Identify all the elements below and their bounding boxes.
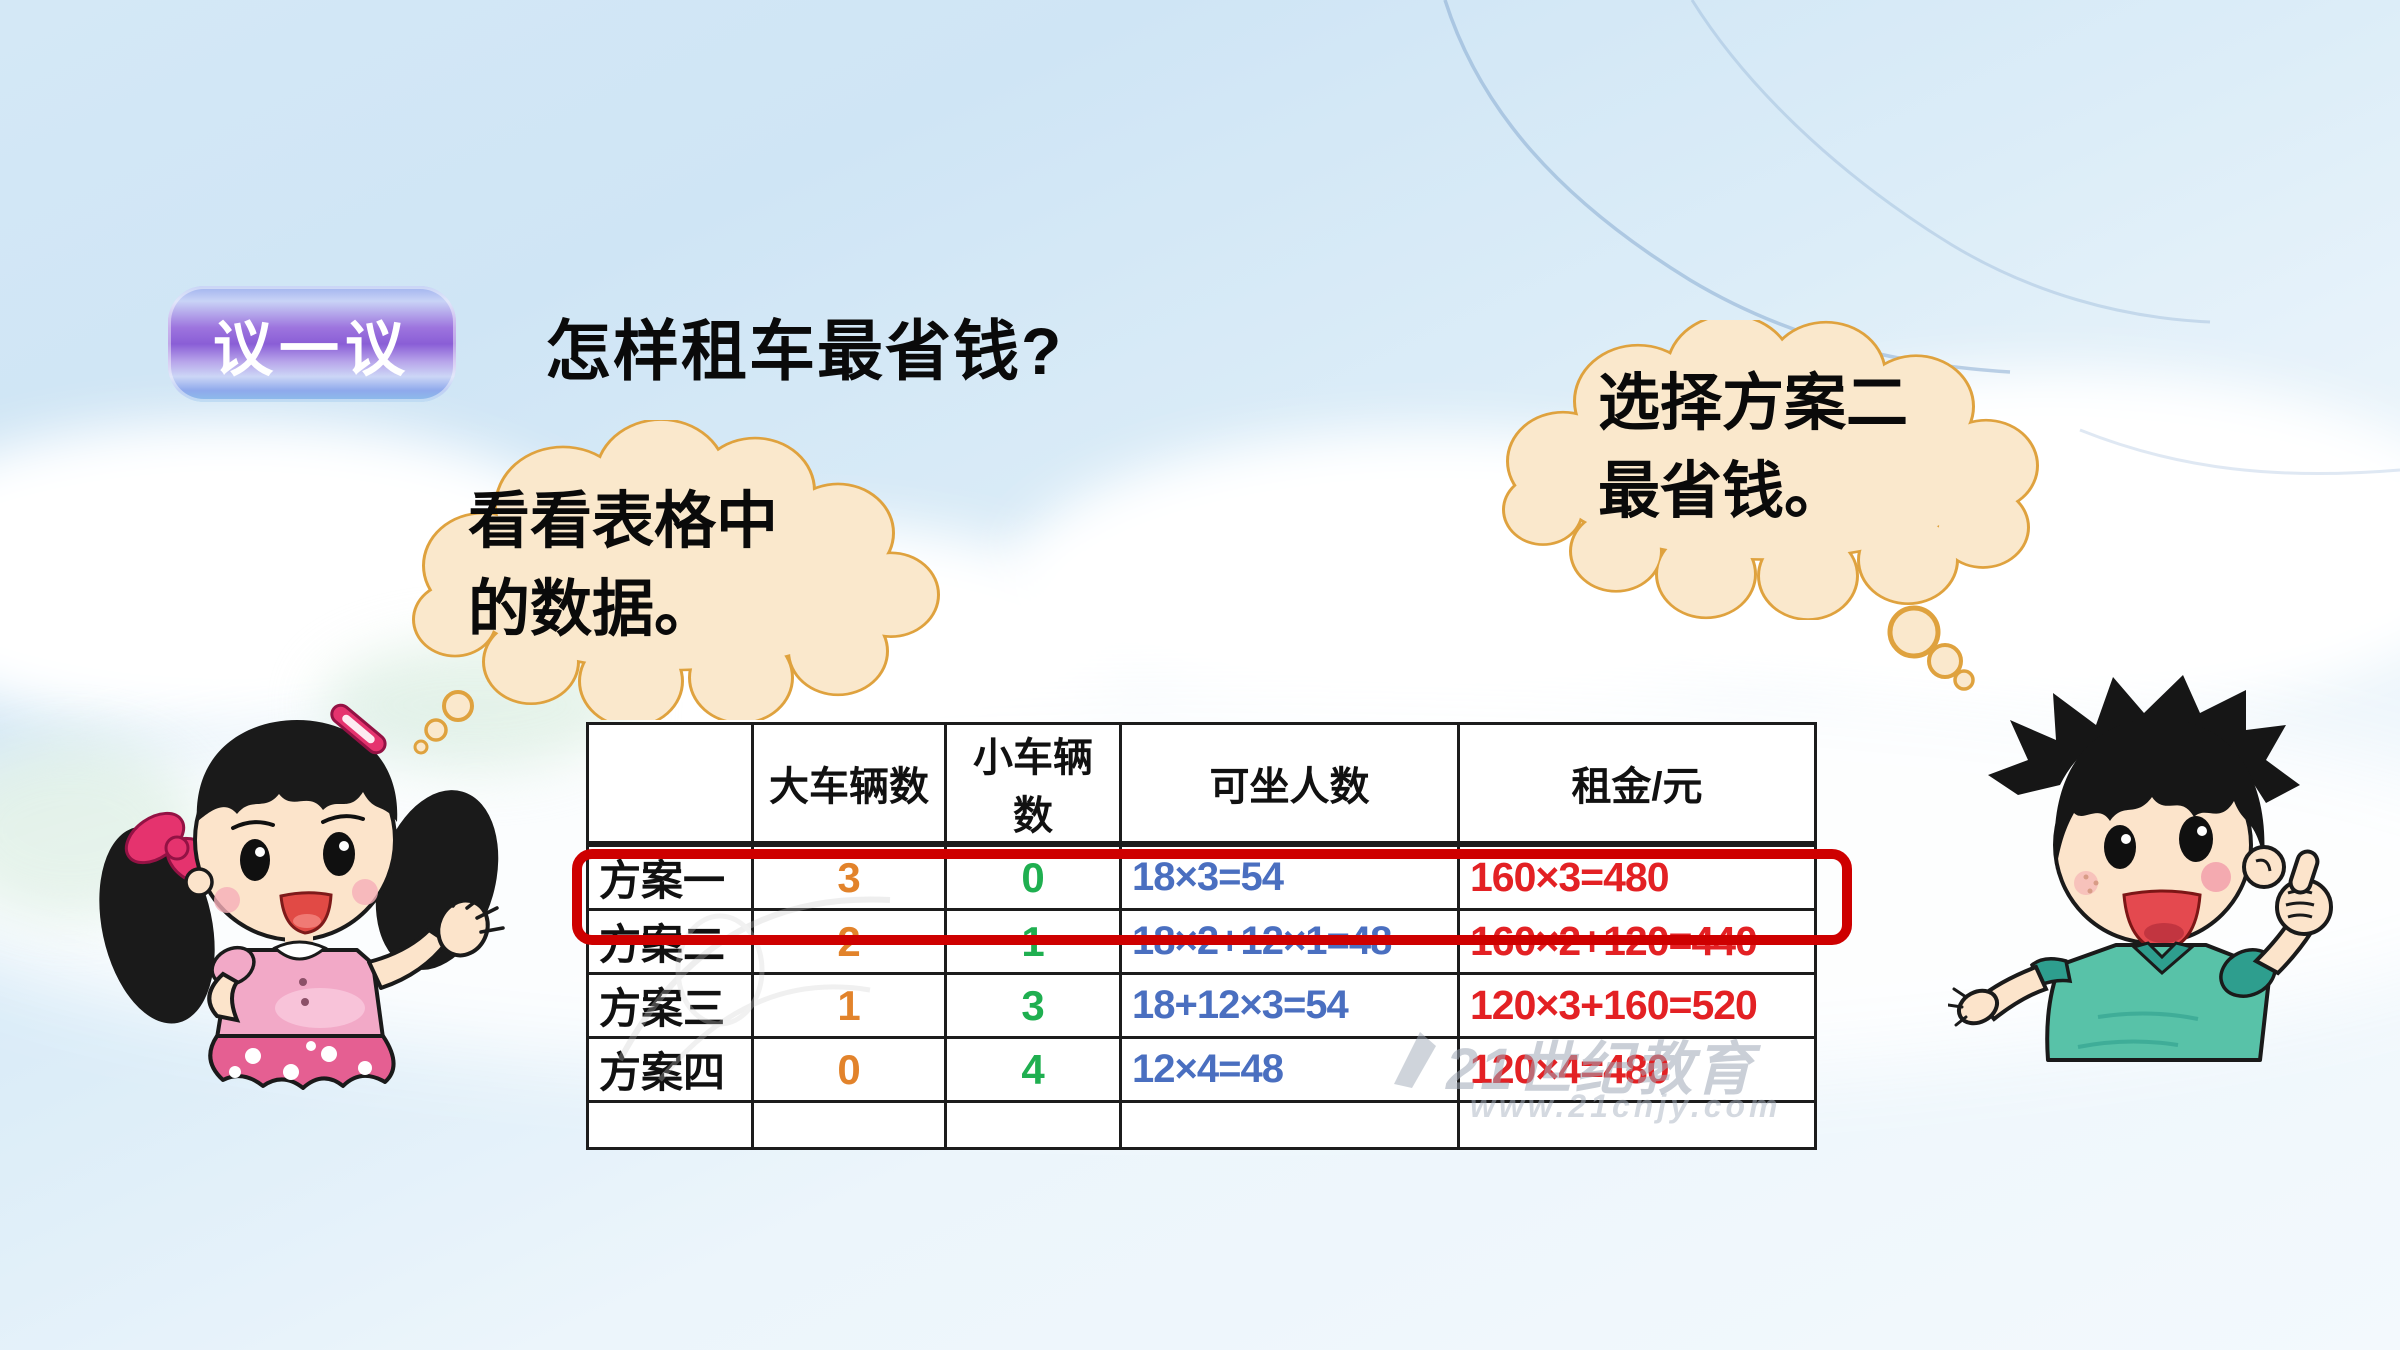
rent-formula: 120×4=480 xyxy=(1457,1036,1817,1103)
small-bus-count: 4 xyxy=(944,1036,1122,1103)
plan-label: 方案三 xyxy=(586,972,754,1039)
table-row-plan1: 方案一 3 0 18×3=54 160×3=480 xyxy=(586,842,1817,911)
seats-formula: 18+12×3=54 xyxy=(1119,972,1460,1039)
small-bus-count: 1 xyxy=(944,908,1122,975)
big-bus-count: 0 xyxy=(751,1036,947,1103)
seats-formula: 18×3=54 xyxy=(1119,842,1460,911)
left-bubble-tail-icon xyxy=(413,690,474,755)
seats-formula: 18×2+12×1=48 xyxy=(1119,908,1460,975)
big-bus-count: 1 xyxy=(751,972,947,1039)
table-row-plan2: 方案二 2 1 18×2+12×1=48 160×2+120=440 xyxy=(586,908,1817,975)
empty-cell xyxy=(944,1100,1122,1150)
left-bubble-text: 看看表格中 的数据。 xyxy=(468,478,778,654)
table-row-plan3: 方案三 1 3 18+12×3=54 120×3+160=520 xyxy=(586,972,1817,1039)
big-bus-count: 3 xyxy=(751,842,947,911)
discuss-badge-label: 议一议 xyxy=(213,315,411,383)
right-bubble-text: 选择方案二 最省钱。 xyxy=(1598,360,1908,536)
girl-character-illustration xyxy=(99,703,505,1090)
table-row-plan4: 方案四 0 4 12×4=48 120×4=480 xyxy=(586,1036,1817,1103)
table-header-row: 大车辆数 小车辆数 可坐人数 租金/元 xyxy=(586,722,1817,847)
empty-cell xyxy=(751,1100,947,1150)
left-bubble-line1: 看看表格中 xyxy=(468,487,779,556)
right-bubble-line2: 最省钱。 xyxy=(1598,457,1847,527)
table-empty-row xyxy=(586,1100,1817,1150)
discuss-badge: 议一议 xyxy=(168,286,456,402)
column-header-big-buses: 大车辆数 xyxy=(751,722,947,847)
empty-cell xyxy=(586,1100,754,1150)
right-bubble-line1: 选择方案二 xyxy=(1598,369,1909,438)
plan-label: 方案一 xyxy=(586,842,754,911)
left-bubble-line2: 的数据。 xyxy=(468,575,717,645)
plan-label: 方案四 xyxy=(586,1036,754,1103)
column-header-small-buses: 小车辆数 xyxy=(944,722,1122,847)
right-bubble-tail-icon xyxy=(1887,605,1975,691)
page-title: 怎样租车最省钱? xyxy=(545,314,1064,388)
rent-formula: 160×2+120=440 xyxy=(1457,908,1817,975)
watermark-url: www.21cnjy.com xyxy=(1470,1088,1782,1124)
column-header-rent: 租金/元 xyxy=(1457,722,1817,847)
empty-cell xyxy=(1119,1100,1460,1150)
rent-formula: 120×3+160=520 xyxy=(1457,972,1817,1039)
plan-label: 方案二 xyxy=(586,908,754,975)
column-header-seats: 可坐人数 xyxy=(1119,722,1460,847)
column-header-blank xyxy=(586,722,754,847)
boy-character-illustration xyxy=(1948,675,2333,1062)
small-bus-count: 0 xyxy=(944,842,1122,911)
rent-formula: 160×3=480 xyxy=(1457,842,1817,911)
big-bus-count: 2 xyxy=(751,908,947,975)
watermark-brand: 21世纪教育 xyxy=(1446,1037,1755,1102)
small-bus-count: 3 xyxy=(944,972,1122,1039)
watermark-logo-icon xyxy=(1394,1032,1436,1088)
empty-cell xyxy=(1457,1100,1817,1150)
